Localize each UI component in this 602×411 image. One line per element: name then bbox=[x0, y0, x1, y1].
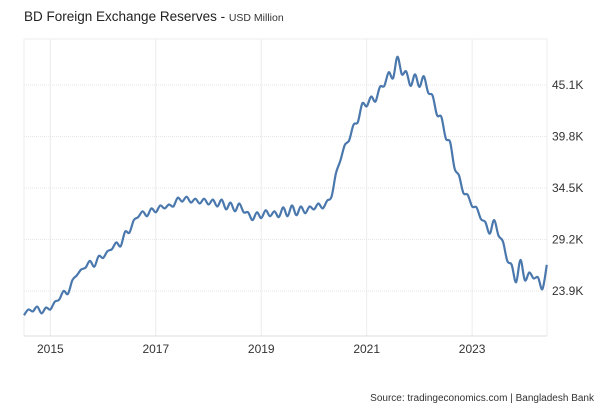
chart-title: BD Foreign Exchange Reserves - USD Milli… bbox=[24, 9, 284, 24]
series-line bbox=[23, 55, 548, 316]
x-tick-label: 2015 bbox=[37, 342, 64, 356]
x-tick-label: 2017 bbox=[142, 342, 169, 356]
x-tick-label: 2019 bbox=[248, 342, 275, 356]
y-tick-label: 29.2K bbox=[552, 232, 583, 246]
x-tick-label: 2023 bbox=[459, 342, 486, 356]
chart-title-text: BD Foreign Exchange Reserves bbox=[24, 9, 217, 24]
chart-subtitle: USD Million bbox=[228, 12, 284, 24]
x-tick-label: 2021 bbox=[353, 342, 380, 356]
y-tick-label: 34.5K bbox=[552, 181, 583, 195]
y-tick-label: 45.1K bbox=[552, 78, 583, 92]
source-note: Source: tradingeconomics.com | Banglades… bbox=[370, 393, 594, 404]
y-tick-label: 39.8K bbox=[552, 129, 583, 143]
y-tick-label: 23.9K bbox=[552, 284, 583, 298]
